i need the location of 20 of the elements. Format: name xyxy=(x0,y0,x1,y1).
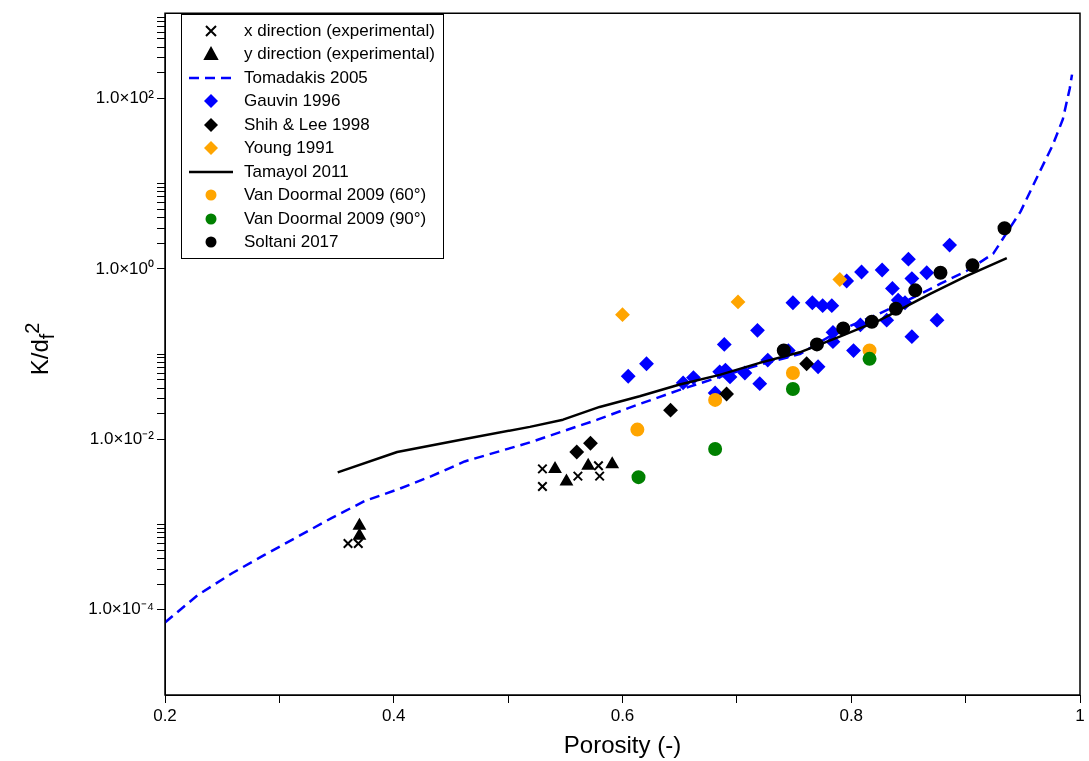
legend-label: Shih & Lee 1998 xyxy=(244,114,370,135)
legend-label: Gauvin 1996 xyxy=(244,91,341,112)
legend-label: Soltani 2017 xyxy=(244,232,339,253)
legend-label: y direction (experimental) xyxy=(244,44,435,65)
legend-label: Tomadakis 2005 xyxy=(244,67,368,88)
x-tick-label: 0.4 xyxy=(381,705,406,725)
y-tick-label: 1.0×10⁰ xyxy=(95,258,154,278)
legend-label: Young 1991 xyxy=(244,138,335,159)
x-axis-title: Porosity (-) xyxy=(563,731,682,759)
legend-label: x direction (experimental) xyxy=(244,20,435,41)
legend-label: Van Doormal 2009 (60°) xyxy=(244,185,427,206)
legend-label: Tamayol 2011 xyxy=(244,161,349,182)
y-tick-label: 1.0×10⁻² xyxy=(89,429,155,449)
x-tick-label: 0.2 xyxy=(153,705,177,725)
x-tick-label: 0.6 xyxy=(610,705,635,725)
y-tick-label: 1.0×10⁻⁴ xyxy=(88,599,154,619)
legend-label: Van Doormal 2009 (90°) xyxy=(244,208,427,229)
x-tick-label: 1 xyxy=(1075,705,1085,725)
y-tick-label: 1.0×10² xyxy=(95,88,155,108)
x-tick-label: 0.8 xyxy=(839,705,864,725)
